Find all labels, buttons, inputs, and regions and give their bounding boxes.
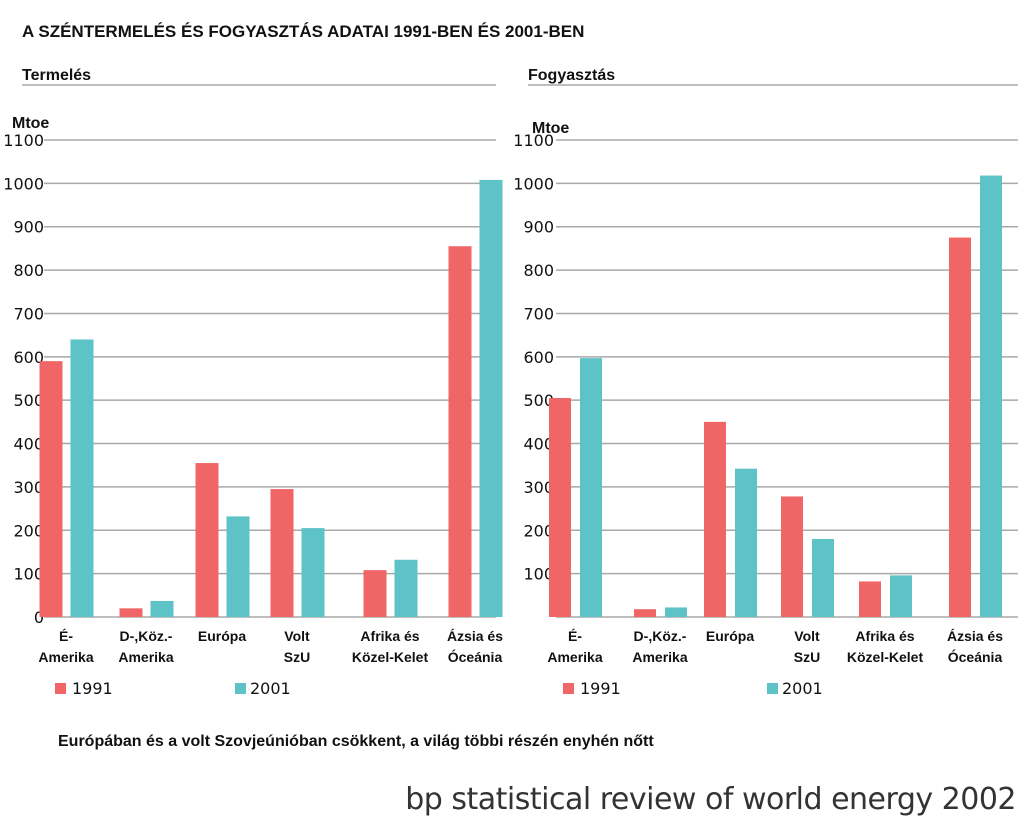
termeles-category-label: Afrika és	[360, 628, 419, 644]
termeles-y-tick-label: 1000	[3, 174, 44, 193]
fogyasztas-legend-label: 1991	[580, 679, 621, 698]
termeles-bar-1991	[39, 361, 63, 617]
termeles-legend-swatch-1991	[55, 683, 66, 694]
fogyasztas-category-label: Volt	[794, 628, 820, 644]
termeles-bar-2001	[394, 559, 418, 617]
fogyasztas-y-tick-label: 1100	[513, 131, 554, 150]
fogyasztas-y-tick-label: 700	[523, 304, 554, 323]
fogyasztas-y-tick-label: 900	[523, 218, 554, 237]
termeles-bar-2001	[479, 179, 503, 618]
fogyasztas-bar-1991	[781, 496, 803, 617]
fogyasztas-bar-2001	[812, 538, 834, 617]
fogyasztas-bar-1991	[704, 421, 726, 617]
termeles-bar-1991	[270, 489, 294, 617]
termeles-y-tick-label: 300	[13, 478, 44, 497]
termeles-y-tick-label: 200	[13, 521, 44, 540]
termeles-bar-2001	[70, 339, 94, 617]
fogyasztas-category-label: D-,Köz.-	[634, 628, 687, 644]
termeles-y-tick-label: 700	[13, 304, 44, 323]
page-title: A SZÉNTERMELÉS ÉS FOGYASZTÁS ADATAI 1991…	[22, 22, 585, 41]
termeles-y-tick-label: 1100	[3, 131, 44, 150]
fogyasztas-y-tick-label: 1000	[513, 174, 554, 193]
termeles-category-label: Európa	[198, 628, 246, 644]
termeles-bar-2001	[226, 516, 250, 617]
fogyasztas-y-tick-label: 300	[523, 478, 554, 497]
termeles-category-label: Amerika	[118, 649, 173, 665]
termeles-category-label: É-	[59, 628, 73, 644]
fogyasztas-bar-1991	[859, 581, 881, 617]
fogyasztas-category-label: Óceánia	[948, 648, 1003, 665]
termeles-section-title: Termelés	[22, 67, 91, 84]
fogyasztas-bar-2001	[980, 175, 1002, 618]
termeles-legend-label: 1991	[72, 679, 113, 698]
fogyasztas-category-label: Közel-Kelet	[847, 649, 924, 665]
termeles-category-label: Közel-Kelet	[352, 649, 429, 665]
footnote: Európában és a volt Szovjeúnióban csökke…	[58, 733, 654, 750]
fogyasztas-category-label: SzU	[794, 649, 820, 665]
termeles-y-tick-label: 500	[13, 391, 44, 410]
termeles-category-label: SzU	[284, 649, 310, 665]
termeles-bar-1991	[119, 608, 143, 617]
fogyasztas-category-label: Amerika	[547, 649, 602, 665]
fogyasztas-y-tick-label: 400	[523, 435, 554, 454]
fogyasztas-bar-2001	[735, 468, 757, 617]
fogyasztas-category-label: É-	[568, 628, 582, 644]
termeles-bar-1991	[195, 463, 219, 617]
fogyasztas-y-tick-label: 500	[523, 391, 554, 410]
fogyasztas-legend-swatch-1991	[563, 683, 574, 694]
termeles-category-label: Óceánia	[448, 648, 503, 665]
termeles-category-label: Amerika	[38, 649, 93, 665]
termeles-bar-2001	[301, 528, 325, 617]
fogyasztas-unit-label: Mtoe	[532, 120, 569, 137]
fogyasztas-category-label: Európa	[706, 628, 754, 644]
fogyasztas-bar-1991	[549, 398, 571, 617]
fogyasztas-y-tick-label: 200	[523, 521, 554, 540]
termeles-unit-label: Mtoe	[12, 115, 49, 132]
fogyasztas-bar-2001	[665, 607, 687, 617]
termeles-bar-2001	[150, 600, 174, 617]
fogyasztas-y-tick-label: 800	[523, 261, 554, 280]
termeles-category-label: D-,Köz.-	[120, 628, 173, 644]
fogyasztas-bar-1991	[634, 609, 656, 617]
fogyasztas-legend-label: 2001	[782, 679, 823, 698]
termeles-legend-label: 2001	[250, 679, 291, 698]
fogyasztas-y-tick-label: 600	[523, 348, 554, 367]
termeles-y-tick-label: 0	[34, 608, 44, 627]
fogyasztas-category-label: Amerika	[632, 649, 687, 665]
source-credit: bp statistical review of world energy 20…	[405, 782, 1016, 817]
termeles-bar-1991	[363, 570, 387, 617]
termeles-y-tick-label: 400	[13, 435, 44, 454]
fogyasztas-bar-1991	[949, 237, 971, 617]
fogyasztas-bar-2001	[580, 358, 602, 617]
termeles-legend-swatch-2001	[235, 683, 246, 694]
charts-canvas: Termelés Mtoe 0 100 200 300 400 500 600 700 800 900…	[3, 67, 1018, 698]
fogyasztas-bar-2001	[890, 575, 912, 617]
termeles-category-label: Ázsia és	[447, 628, 503, 644]
termeles-y-tick-label: 800	[13, 261, 44, 280]
fogyasztas-section-title: Fogyasztás	[528, 67, 615, 84]
fogyasztas-y-tick-label: 100	[523, 565, 554, 584]
termeles-y-tick-label: 900	[13, 218, 44, 237]
fogyasztas-category-label: Afrika és	[855, 628, 914, 644]
fogyasztas-category-label: Ázsia és	[947, 628, 1003, 644]
fogyasztas-legend-swatch-2001	[767, 683, 778, 694]
termeles-y-tick-label: 100	[13, 565, 44, 584]
termeles-bar-1991	[448, 246, 472, 617]
termeles-category-label: Volt	[284, 628, 310, 644]
termeles-y-tick-label: 600	[13, 348, 44, 367]
